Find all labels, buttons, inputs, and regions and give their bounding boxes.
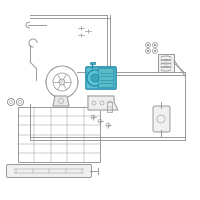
Circle shape (154, 44, 156, 46)
Circle shape (147, 50, 149, 52)
FancyBboxPatch shape (6, 164, 92, 178)
Bar (107, 102, 112, 112)
Circle shape (59, 79, 65, 85)
Bar (90, 62, 95, 64)
FancyBboxPatch shape (98, 68, 114, 88)
Polygon shape (53, 96, 69, 106)
Circle shape (87, 70, 103, 86)
Circle shape (147, 44, 149, 46)
Circle shape (154, 50, 156, 52)
FancyBboxPatch shape (153, 106, 170, 132)
Bar (18, 107, 100, 162)
FancyBboxPatch shape (86, 67, 116, 89)
Bar (158, 54, 174, 72)
Polygon shape (88, 96, 118, 110)
Circle shape (91, 74, 99, 82)
